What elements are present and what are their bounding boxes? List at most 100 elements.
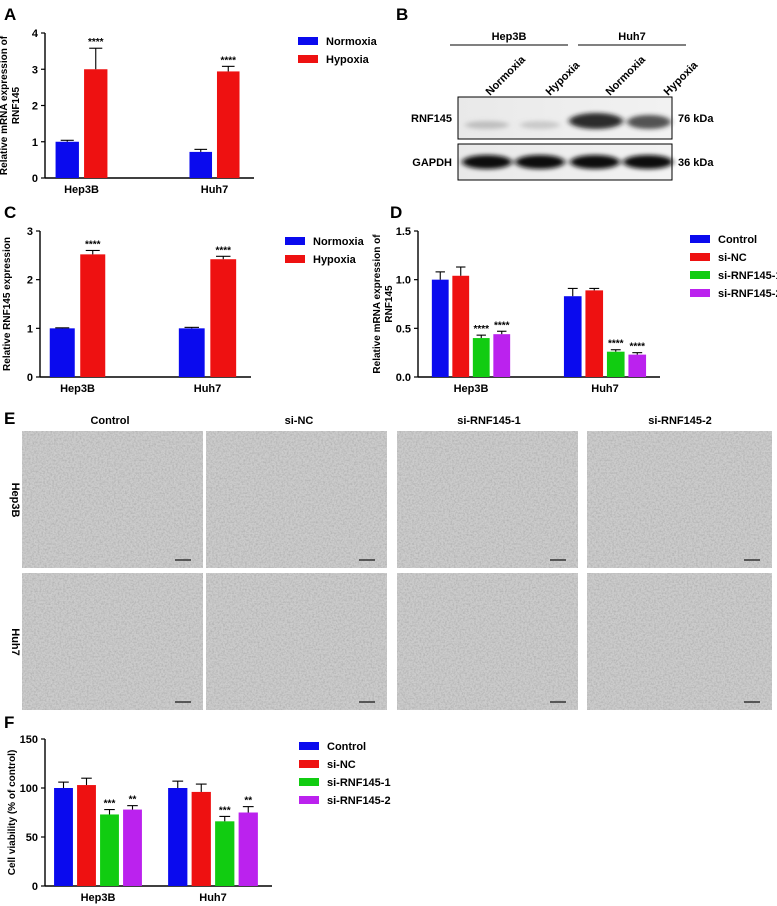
chart-c: 0 1 2 3 Relative RNF145 expression **** Hep3B *… xyxy=(2,226,365,395)
y-tick-label: 1 xyxy=(27,323,33,335)
bar-c-0-1 xyxy=(80,254,106,377)
y-tick-label: 2 xyxy=(27,275,33,287)
band-gapdh-2 xyxy=(515,155,565,169)
band-rnf145-4 xyxy=(627,115,671,129)
y-tick-label: 1.5 xyxy=(396,226,411,238)
category-label-c: Hep3B xyxy=(60,383,95,395)
y-tick-label: 1.0 xyxy=(396,275,411,287)
legend-swatch xyxy=(299,760,319,768)
micrograph-cells xyxy=(397,573,578,710)
bar-f-1-3 xyxy=(238,812,258,886)
y-axis-label-f: Cell viability (% of control) xyxy=(7,750,18,876)
legend-label: si-RNF145-2 xyxy=(718,288,777,300)
panel-label-b: B xyxy=(396,5,408,24)
y-tick-label: 2 xyxy=(32,101,38,113)
panel-label-d: D xyxy=(390,203,402,222)
y-tick-label: 3 xyxy=(32,64,38,76)
legend-swatch xyxy=(285,255,305,263)
western-blot: Hep3B Huh7 Normoxia Hypoxia Normoxia Hyp… xyxy=(411,31,714,181)
bar-a-1-0 xyxy=(189,151,213,178)
bar-f-0-2 xyxy=(100,814,119,886)
significance-label: **** xyxy=(85,239,101,250)
panel-label-f: F xyxy=(4,713,14,732)
bar-a-1-1 xyxy=(216,71,240,178)
bar-a-0-1 xyxy=(84,69,108,178)
legend-swatch xyxy=(285,237,305,245)
y-tick-label: 3 xyxy=(27,226,33,238)
significance-label: **** xyxy=(215,245,231,256)
micrograph-cells xyxy=(22,573,203,710)
y-tick-label: 150 xyxy=(20,734,38,746)
panel-label-c: C xyxy=(4,203,16,222)
legend-label: Normoxia xyxy=(326,36,378,48)
y-axis-label-a: Relative mRNA expression ofRNF145 xyxy=(0,35,22,175)
significance-label: **** xyxy=(629,342,645,353)
category-label-a: Hep3B xyxy=(64,184,99,196)
blot-size-gapdh: 36 kDa xyxy=(678,157,714,169)
legend-swatch xyxy=(690,289,710,297)
y-tick-label: 0.5 xyxy=(396,323,411,335)
micrograph-cells xyxy=(206,573,387,710)
blot-row-label-rnf145: RNF145 xyxy=(411,113,452,125)
y-tick-label: 0 xyxy=(32,881,38,893)
micro-col-control: Control xyxy=(90,415,129,427)
y-axis-label-d: Relative mRNA expression ofRNF145 xyxy=(372,234,395,374)
bar-f-0-0 xyxy=(54,788,73,886)
panel-label-a: A xyxy=(4,5,16,24)
category-label-a: Huh7 xyxy=(201,184,229,196)
blot-group-hep3b: Hep3B xyxy=(492,31,527,43)
legend-swatch xyxy=(690,235,710,243)
blot-bands-gapdh xyxy=(462,155,673,169)
micrograph-tiles xyxy=(22,431,772,710)
category-label-d: Hep3B xyxy=(454,383,489,395)
bar-d-1-3 xyxy=(628,354,647,377)
bar-d-0-3 xyxy=(493,334,511,377)
significance-label: *** xyxy=(219,805,231,816)
bar-f-1-2 xyxy=(215,821,235,886)
legend-label: Control xyxy=(718,234,757,246)
legend-label: Hypoxia xyxy=(313,254,357,266)
significance-label: **** xyxy=(473,324,489,335)
band-rnf145-2 xyxy=(520,121,560,129)
significance-label: ** xyxy=(129,795,137,806)
blot-lane-label-3: Normoxia xyxy=(604,53,649,98)
legend-swatch xyxy=(299,742,319,750)
blot-group-huh7: Huh7 xyxy=(618,31,646,43)
y-tick-label: 1 xyxy=(32,137,38,149)
legend-label: Normoxia xyxy=(313,236,365,248)
micrograph-cells xyxy=(587,431,772,568)
bar-d-1-1 xyxy=(585,290,604,377)
blot-lane-label-1: Normoxia xyxy=(484,53,529,98)
band-gapdh-4 xyxy=(623,155,673,169)
blot-size-rnf145: 76 kDa xyxy=(678,113,714,125)
micrograph-cells xyxy=(587,573,772,710)
significance-label: ** xyxy=(244,796,252,807)
legend-label: Hypoxia xyxy=(326,54,370,66)
bar-c-1-0 xyxy=(178,328,205,377)
legend-label: Control xyxy=(327,741,366,753)
y-tick-label: 50 xyxy=(26,832,38,844)
panel-label-e: E xyxy=(4,409,15,428)
micro-col-si-rnf145-2: si-RNF145-2 xyxy=(648,415,712,427)
bar-d-0-1 xyxy=(452,275,470,377)
micro-row-hep3b: Hep3B xyxy=(9,483,21,518)
bar-d-0-0 xyxy=(431,279,449,377)
band-rnf145-1 xyxy=(465,121,509,129)
blot-lane-label-4: Hypoxia xyxy=(662,59,701,98)
bar-c-1-1 xyxy=(210,259,237,377)
significance-label: **** xyxy=(88,37,104,48)
bar-a-0-0 xyxy=(55,141,79,178)
bar-f-1-0 xyxy=(168,788,188,886)
legend-label: si-NC xyxy=(718,252,747,264)
legend-swatch xyxy=(299,796,319,804)
micrograph-cells xyxy=(206,431,387,568)
blot-bands-rnf145 xyxy=(465,113,671,129)
bar-d-1-0 xyxy=(563,296,582,377)
legend-swatch xyxy=(299,778,319,786)
band-gapdh-3 xyxy=(570,155,620,169)
y-axis-label-c: Relative RNF145 expression xyxy=(2,237,13,371)
y-tick-label: 4 xyxy=(32,28,39,40)
